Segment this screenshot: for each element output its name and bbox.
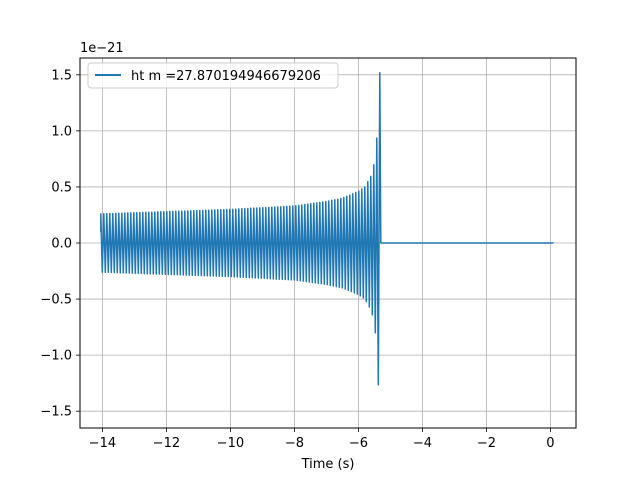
y-tick-label: 1.5 [51,68,72,83]
x-axis: −14 −12 −10 −8 −6 −4 −2 0 [89,428,555,451]
x-tick-label: −14 [89,436,116,451]
y-scale-label: 1e−21 [80,41,124,56]
y-tick-label: −1.5 [40,405,72,420]
x-tick-label: −8 [285,436,304,451]
x-tick-label: −10 [217,436,244,451]
x-tick-label: −6 [349,436,368,451]
y-axis: −1.5 −1.0 −0.5 0.0 0.5 1.0 1.5 [40,68,80,420]
x-tick-label: −2 [477,436,496,451]
y-tick-label: −1.0 [40,349,72,364]
y-tick-label: −0.5 [40,293,72,308]
legend-label: ht m =27.870194946679206 [131,69,321,84]
series-line [100,71,554,386]
series-ht [100,71,554,386]
y-tick-label: 0.5 [51,180,72,195]
x-tick-label: −4 [413,436,432,451]
x-tick-label: −12 [153,436,180,451]
x-axis-label: Time (s) [301,457,355,472]
legend-box [87,62,339,89]
x-tick-label: 0 [546,436,554,451]
y-tick-label: 0.0 [51,237,72,252]
legend: ht m =27.870194946679206 [87,62,339,89]
y-tick-label: 1.0 [51,124,72,139]
